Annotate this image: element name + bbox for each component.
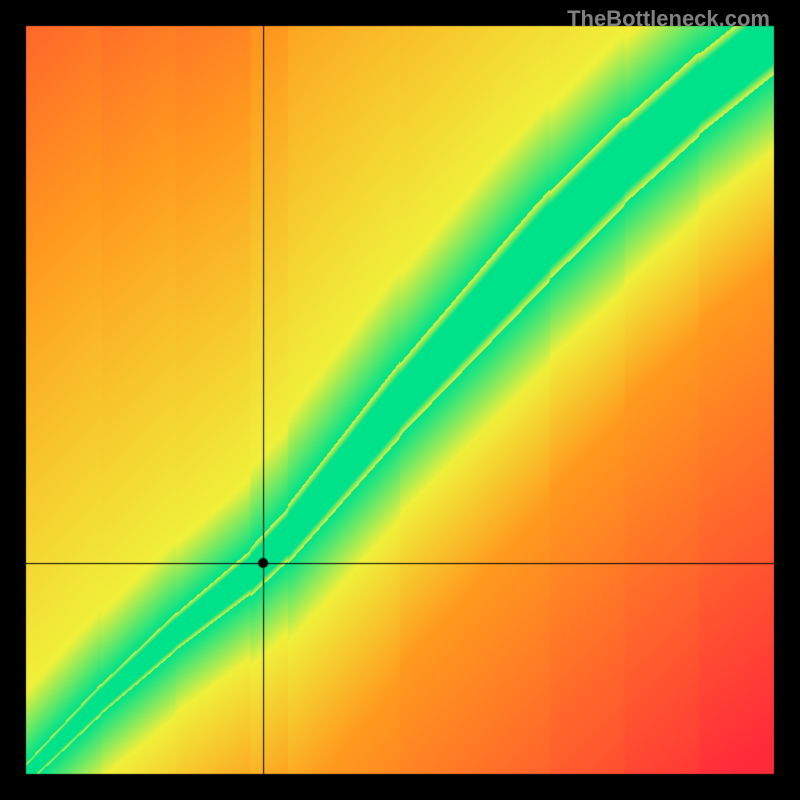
bottleneck-heatmap	[0, 0, 800, 800]
watermark-text: TheBottleneck.com	[567, 6, 770, 32]
chart-container: TheBottleneck.com	[0, 0, 800, 800]
